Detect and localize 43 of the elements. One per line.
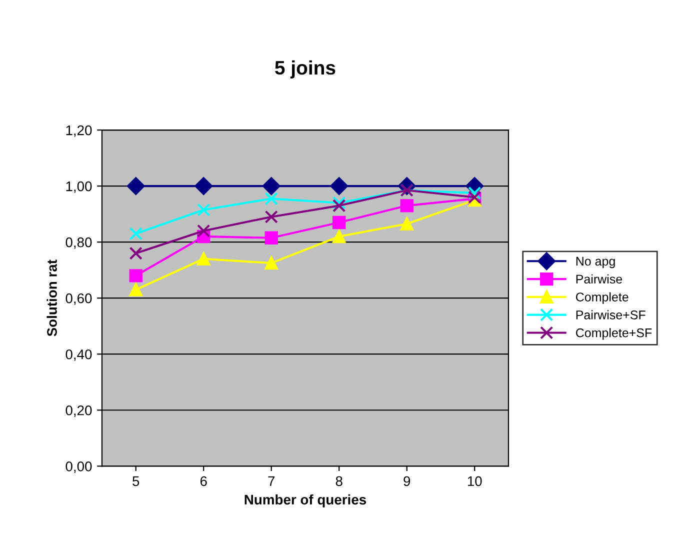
point <box>129 246 142 260</box>
x-tick-label: 10 <box>468 476 482 486</box>
legend-label: Complete+SF <box>576 328 652 340</box>
y-tick-label: 0,00 <box>66 461 92 473</box>
point <box>330 177 348 195</box>
point <box>129 283 142 296</box>
point <box>264 256 278 270</box>
y-tick-label: 0,40 <box>66 349 92 361</box>
x-tick-label: 9 <box>404 476 410 486</box>
point <box>400 199 414 212</box>
legend-label: No apg <box>576 256 615 268</box>
chart-title: 5 joins <box>275 60 336 79</box>
point <box>197 224 210 238</box>
point <box>197 252 210 266</box>
point <box>129 269 142 282</box>
legend-label: Pairwise <box>576 274 622 284</box>
y-tick-label: 1,20 <box>66 125 92 137</box>
x-tick-label: 6 <box>200 476 207 486</box>
y-tick-label: 0,20 <box>66 405 92 417</box>
y-tick-label: 1,00 <box>66 181 92 193</box>
point <box>264 192 278 206</box>
point <box>264 210 278 224</box>
y-axis-title: Solution rat <box>46 260 57 336</box>
x-tick-label: 5 <box>132 476 140 486</box>
point <box>400 217 414 230</box>
point <box>332 216 346 230</box>
point <box>332 199 346 212</box>
point <box>332 196 346 210</box>
x-tick-label: 7 <box>268 476 275 486</box>
point <box>332 230 346 244</box>
point <box>468 186 482 200</box>
point <box>126 177 145 195</box>
point <box>129 227 142 240</box>
legend-label: Pairwise+SF <box>576 310 646 320</box>
point <box>194 177 212 195</box>
y-tick-label: 0,80 <box>66 237 92 249</box>
x-axis-title: Number of queries <box>244 494 366 508</box>
point <box>264 231 278 244</box>
point <box>262 177 280 195</box>
y-tick-label: 0,60 <box>66 293 92 305</box>
x-tick-label: 8 <box>336 476 342 486</box>
legend-label: Complete <box>576 292 628 304</box>
point <box>197 203 210 216</box>
